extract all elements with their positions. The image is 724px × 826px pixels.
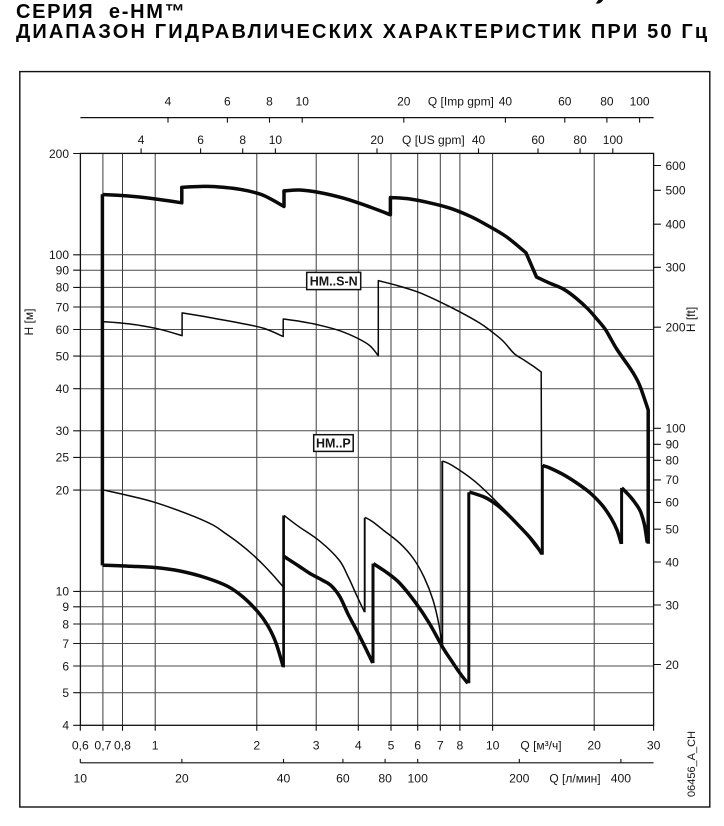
svg-text:50: 50 — [666, 523, 680, 537]
svg-text:600: 600 — [666, 159, 686, 173]
svg-text:20: 20 — [666, 658, 680, 672]
svg-text:20: 20 — [370, 133, 384, 147]
svg-text:10: 10 — [486, 739, 500, 753]
svg-text:100: 100 — [603, 133, 623, 147]
svg-text:100: 100 — [408, 771, 429, 785]
svg-text:10: 10 — [56, 585, 70, 599]
svg-text:Q [Imp gpm]: Q [Imp gpm] — [428, 95, 494, 109]
svg-text:6: 6 — [414, 739, 421, 753]
svg-text:30: 30 — [647, 739, 661, 753]
svg-text:70: 70 — [666, 473, 680, 487]
svg-text:60: 60 — [56, 323, 70, 337]
svg-text:10: 10 — [74, 771, 88, 785]
svg-text:5: 5 — [62, 686, 69, 700]
svg-text:0,8: 0,8 — [114, 739, 131, 753]
svg-text:80: 80 — [56, 281, 70, 295]
svg-text:0,7: 0,7 — [94, 739, 111, 753]
svg-text:80: 80 — [600, 95, 614, 109]
svg-text:60: 60 — [531, 133, 545, 147]
svg-text:80: 80 — [666, 454, 680, 468]
svg-text:25: 25 — [56, 451, 70, 465]
svg-text:400: 400 — [611, 771, 632, 785]
svg-text:40: 40 — [666, 555, 680, 569]
svg-text:7: 7 — [62, 637, 69, 651]
svg-text:90: 90 — [666, 438, 680, 452]
svg-text:HM..S-N: HM..S-N — [310, 274, 358, 288]
svg-text:6: 6 — [62, 659, 69, 673]
svg-text:0,6: 0,6 — [72, 739, 89, 753]
svg-text:H [ft]: H [ft] — [684, 307, 698, 332]
svg-text:40: 40 — [56, 382, 70, 396]
svg-text:80: 80 — [378, 771, 392, 785]
svg-text:500: 500 — [666, 184, 686, 198]
svg-text:200: 200 — [509, 771, 530, 785]
svg-text:60: 60 — [558, 95, 572, 109]
svg-text:4: 4 — [138, 133, 145, 147]
svg-text:100: 100 — [666, 422, 686, 436]
svg-text:200: 200 — [666, 321, 686, 335]
svg-text:10: 10 — [296, 95, 310, 109]
svg-text:30: 30 — [666, 598, 680, 612]
svg-text:8: 8 — [266, 95, 273, 109]
svg-text:3: 3 — [313, 739, 320, 753]
svg-text:4: 4 — [355, 739, 362, 753]
svg-text:60: 60 — [666, 496, 680, 510]
svg-text:70: 70 — [56, 300, 70, 314]
svg-text:40: 40 — [499, 95, 513, 109]
svg-text:8: 8 — [239, 133, 246, 147]
svg-text:20: 20 — [175, 771, 189, 785]
svg-text:6: 6 — [197, 133, 204, 147]
svg-text:4: 4 — [165, 95, 172, 109]
svg-text:100: 100 — [630, 95, 650, 109]
svg-text:50: 50 — [56, 349, 70, 363]
svg-text:30: 30 — [56, 424, 70, 438]
svg-text:4: 4 — [62, 719, 69, 733]
svg-text:20: 20 — [56, 483, 70, 497]
svg-text:1: 1 — [152, 739, 159, 753]
svg-text:HM..P: HM..P — [316, 436, 351, 450]
svg-text:Q [US gpm]: Q [US gpm] — [402, 133, 465, 147]
svg-text:40: 40 — [277, 771, 291, 785]
svg-text:06456_A_CH: 06456_A_CH — [686, 731, 698, 797]
svg-text:200: 200 — [49, 147, 69, 161]
svg-text:40: 40 — [472, 133, 486, 147]
svg-text:7: 7 — [437, 739, 444, 753]
svg-text:20: 20 — [587, 739, 601, 753]
svg-text:9: 9 — [62, 600, 69, 614]
svg-text:Q [л/мин]: Q [л/мин] — [549, 771, 600, 785]
svg-text:8: 8 — [457, 739, 464, 753]
svg-text:Q [м³/ч]: Q [м³/ч] — [520, 739, 561, 753]
svg-text:2: 2 — [253, 739, 260, 753]
svg-text:90: 90 — [56, 264, 70, 278]
svg-text:5: 5 — [388, 739, 395, 753]
svg-text:80: 80 — [573, 133, 587, 147]
svg-text:300: 300 — [666, 261, 686, 275]
svg-text:6: 6 — [224, 95, 231, 109]
svg-text:10: 10 — [269, 133, 283, 147]
svg-text:20: 20 — [397, 95, 411, 109]
svg-text:60: 60 — [336, 771, 350, 785]
svg-text:400: 400 — [666, 218, 686, 232]
svg-text:8: 8 — [62, 617, 69, 631]
svg-text:100: 100 — [49, 248, 69, 262]
svg-text:H [м]: H [м] — [22, 309, 36, 336]
